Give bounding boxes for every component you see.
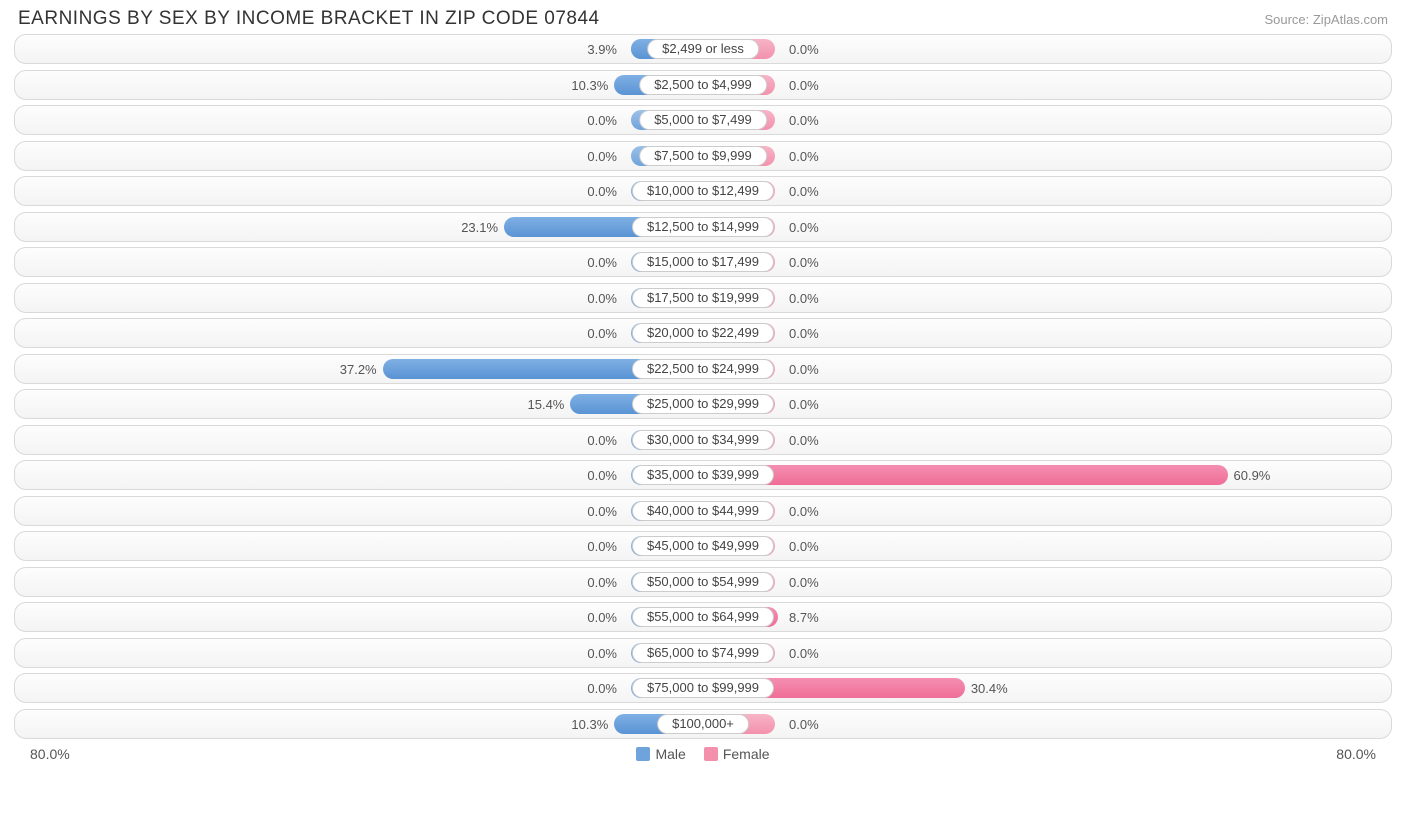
male-pct: 10.3% xyxy=(571,710,608,740)
chart-row: $50,000 to $54,999 0.0% 0.0% xyxy=(14,567,1392,597)
chart-row: $35,000 to $39,999 0.0% 60.9% xyxy=(14,460,1392,490)
chart-footer: 80.0% Male Female 80.0% xyxy=(0,744,1406,762)
female-pct: 0.0% xyxy=(789,71,819,101)
bracket-label: $2,500 to $4,999 xyxy=(639,75,767,95)
female-bar xyxy=(703,465,1228,485)
chart-row: $30,000 to $34,999 0.0% 0.0% xyxy=(14,425,1392,455)
male-pct: 37.2% xyxy=(340,355,377,385)
bracket-label: $75,000 to $99,999 xyxy=(632,678,774,698)
chart-body: $2,499 or less 3.9% 0.0% $2,500 to $4,999 10… xyxy=(0,34,1406,739)
female-pct: 0.0% xyxy=(789,177,819,207)
chart-row: $45,000 to $49,999 0.0% 0.0% xyxy=(14,531,1392,561)
bracket-label: $40,000 to $44,999 xyxy=(632,501,774,521)
male-pct: 0.0% xyxy=(587,674,617,704)
bracket-label: $45,000 to $49,999 xyxy=(632,536,774,556)
chart-row: $100,000+ 10.3% 0.0% xyxy=(14,709,1392,739)
female-pct: 0.0% xyxy=(789,284,819,314)
male-pct: 0.0% xyxy=(587,177,617,207)
female-pct: 0.0% xyxy=(789,355,819,385)
male-pct: 0.0% xyxy=(587,248,617,278)
bracket-label: $65,000 to $74,999 xyxy=(632,643,774,663)
axis-left-max: 80.0% xyxy=(30,746,70,762)
female-pct: 0.0% xyxy=(789,106,819,136)
female-pct: 0.0% xyxy=(789,319,819,349)
bracket-label: $22,500 to $24,999 xyxy=(632,359,774,379)
male-pct: 0.0% xyxy=(587,461,617,491)
female-pct: 0.0% xyxy=(789,390,819,420)
male-pct: 0.0% xyxy=(587,319,617,349)
female-pct: 0.0% xyxy=(789,213,819,243)
legend-male-label: Male xyxy=(655,746,685,762)
female-pct: 0.0% xyxy=(789,35,819,65)
male-pct: 23.1% xyxy=(461,213,498,243)
male-pct: 15.4% xyxy=(528,390,565,420)
legend-female: Female xyxy=(704,746,770,762)
bracket-label: $12,500 to $14,999 xyxy=(632,217,774,237)
bracket-label: $30,000 to $34,999 xyxy=(632,430,774,450)
female-pct: 0.0% xyxy=(789,710,819,740)
female-pct: 8.7% xyxy=(789,603,819,633)
chart-row: $17,500 to $19,999 0.0% 0.0% xyxy=(14,283,1392,313)
male-pct: 10.3% xyxy=(571,71,608,101)
female-pct: 0.0% xyxy=(789,532,819,562)
female-pct: 0.0% xyxy=(789,568,819,598)
bracket-label: $2,499 or less xyxy=(647,39,759,59)
female-pct: 0.0% xyxy=(789,497,819,527)
chart-row: $15,000 to $17,499 0.0% 0.0% xyxy=(14,247,1392,277)
male-pct: 3.9% xyxy=(587,35,617,65)
chart-row: $5,000 to $7,499 0.0% 0.0% xyxy=(14,105,1392,135)
axis-right-max: 80.0% xyxy=(1336,746,1376,762)
male-pct: 0.0% xyxy=(587,603,617,633)
chart-header: EARNINGS BY SEX BY INCOME BRACKET IN ZIP… xyxy=(0,0,1406,34)
chart-row: $10,000 to $12,499 0.0% 0.0% xyxy=(14,176,1392,206)
legend: Male Female xyxy=(636,746,769,762)
chart-source: Source: ZipAtlas.com xyxy=(1264,12,1388,27)
chart-row: $75,000 to $99,999 0.0% 30.4% xyxy=(14,673,1392,703)
legend-female-label: Female xyxy=(723,746,770,762)
bracket-label: $100,000+ xyxy=(657,714,749,734)
female-pct: 0.0% xyxy=(789,248,819,278)
male-pct: 0.0% xyxy=(587,284,617,314)
female-swatch-icon xyxy=(704,747,718,761)
male-pct: 0.0% xyxy=(587,106,617,136)
chart-row: $2,499 or less 3.9% 0.0% xyxy=(14,34,1392,64)
bracket-label: $35,000 to $39,999 xyxy=(632,465,774,485)
chart-row: $22,500 to $24,999 37.2% 0.0% xyxy=(14,354,1392,384)
bracket-label: $15,000 to $17,499 xyxy=(632,252,774,272)
chart-row: $55,000 to $64,999 0.0% 8.7% xyxy=(14,602,1392,632)
female-pct: 0.0% xyxy=(789,142,819,172)
chart-row: $25,000 to $29,999 15.4% 0.0% xyxy=(14,389,1392,419)
chart-row: $40,000 to $44,999 0.0% 0.0% xyxy=(14,496,1392,526)
male-pct: 0.0% xyxy=(587,142,617,172)
male-pct: 0.0% xyxy=(587,497,617,527)
female-pct: 0.0% xyxy=(789,426,819,456)
bracket-label: $7,500 to $9,999 xyxy=(639,146,767,166)
bracket-label: $17,500 to $19,999 xyxy=(632,288,774,308)
chart-row: $65,000 to $74,999 0.0% 0.0% xyxy=(14,638,1392,668)
female-pct: 30.4% xyxy=(971,674,1008,704)
bracket-label: $10,000 to $12,499 xyxy=(632,181,774,201)
male-pct: 0.0% xyxy=(587,568,617,598)
male-pct: 0.0% xyxy=(587,532,617,562)
bracket-label: $55,000 to $64,999 xyxy=(632,607,774,627)
bracket-label: $50,000 to $54,999 xyxy=(632,572,774,592)
chart-row: $20,000 to $22,499 0.0% 0.0% xyxy=(14,318,1392,348)
bracket-label: $20,000 to $22,499 xyxy=(632,323,774,343)
female-pct: 0.0% xyxy=(789,639,819,669)
male-swatch-icon xyxy=(636,747,650,761)
chart-row: $7,500 to $9,999 0.0% 0.0% xyxy=(14,141,1392,171)
male-pct: 0.0% xyxy=(587,426,617,456)
chart-row: $2,500 to $4,999 10.3% 0.0% xyxy=(14,70,1392,100)
bracket-label: $25,000 to $29,999 xyxy=(632,394,774,414)
chart-title: EARNINGS BY SEX BY INCOME BRACKET IN ZIP… xyxy=(18,8,600,30)
legend-male: Male xyxy=(636,746,685,762)
male-pct: 0.0% xyxy=(587,639,617,669)
female-pct: 60.9% xyxy=(1234,461,1271,491)
chart-row: $12,500 to $14,999 23.1% 0.0% xyxy=(14,212,1392,242)
bracket-label: $5,000 to $7,499 xyxy=(639,110,767,130)
